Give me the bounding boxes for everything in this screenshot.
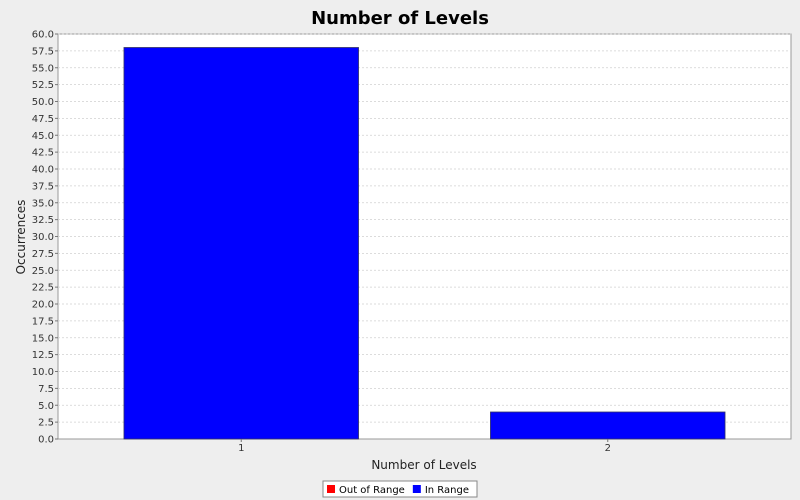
y-axis-label: Occurrences bbox=[14, 200, 28, 275]
y-tick-label: 45.0 bbox=[32, 131, 54, 142]
y-tick-label: 10.0 bbox=[32, 367, 54, 378]
x-tick-label: 1 bbox=[238, 443, 244, 454]
y-tick-label: 32.5 bbox=[32, 215, 54, 226]
x-axis-label: Number of Levels bbox=[371, 458, 476, 472]
y-tick-label: 47.5 bbox=[32, 114, 54, 125]
x-tick-label: 2 bbox=[605, 443, 611, 454]
y-tick-label: 5.0 bbox=[38, 401, 54, 412]
y-tick-label: 25.0 bbox=[32, 266, 54, 277]
y-tick-label: 22.5 bbox=[32, 283, 54, 294]
y-tick-label: 57.5 bbox=[32, 46, 54, 57]
chart-title: Number of Levels bbox=[311, 8, 489, 29]
legend-label: In Range bbox=[425, 485, 469, 496]
y-tick-label: 60.0 bbox=[32, 30, 54, 41]
y-tick-label: 7.5 bbox=[38, 384, 54, 395]
legend-swatch bbox=[412, 485, 421, 493]
legend-swatch bbox=[327, 485, 335, 493]
y-axis-ticks: 0.0 2.5 5.0 7.5 10.0 12.5 15.0 17.5 20.0 22.5 25.0… bbox=[32, 30, 58, 446]
y-tick-label: 50.0 bbox=[32, 97, 54, 108]
y-tick-label: 27.5 bbox=[32, 249, 54, 260]
legend: Out of Range In Range bbox=[322, 480, 478, 498]
y-tick-label: 55.0 bbox=[32, 63, 54, 74]
y-tick-label: 20.0 bbox=[32, 300, 54, 311]
y-tick-label: 40.0 bbox=[32, 165, 54, 176]
bars bbox=[123, 47, 726, 440]
y-tick-label: 17.5 bbox=[32, 316, 54, 327]
bar-1 bbox=[123, 47, 359, 440]
y-tick-label: 42.5 bbox=[32, 148, 54, 159]
y-tick-label: 52.5 bbox=[32, 80, 54, 91]
bar-2 bbox=[490, 411, 726, 440]
legend-box bbox=[322, 480, 478, 498]
y-tick-label: 0.0 bbox=[38, 435, 54, 446]
y-tick-label: 12.5 bbox=[32, 350, 54, 361]
y-tick-label: 37.5 bbox=[32, 181, 54, 192]
legend-label: Out of Range bbox=[339, 485, 405, 496]
y-tick-label: 2.5 bbox=[38, 418, 54, 429]
y-tick-label: 30.0 bbox=[32, 232, 54, 243]
y-tick-label: 35.0 bbox=[32, 198, 54, 209]
y-tick-label: 15.0 bbox=[32, 333, 54, 344]
